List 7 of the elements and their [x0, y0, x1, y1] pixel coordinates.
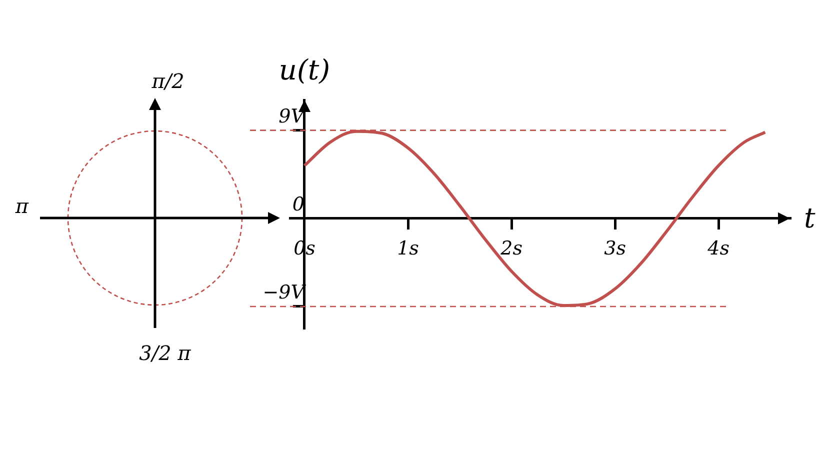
x-axis-title: t — [804, 202, 816, 235]
y-axis-title: u(t) — [278, 53, 330, 86]
y-tick-label: 0 — [292, 193, 304, 216]
x-tick-label: 1s — [397, 238, 420, 260]
x-tick-label: 4s — [706, 238, 730, 260]
x-tick-label: 2s — [500, 238, 523, 260]
x-tick-label: 3s — [604, 238, 626, 260]
